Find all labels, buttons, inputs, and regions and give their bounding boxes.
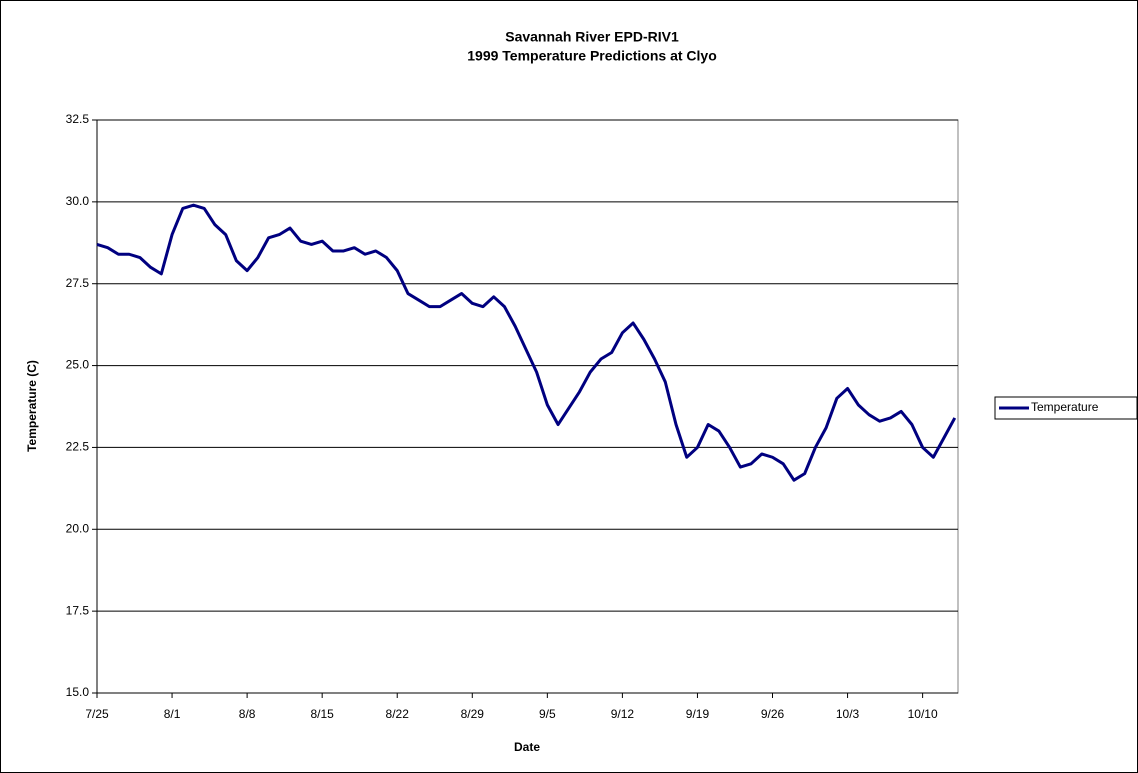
x-tick-label: 10/10 — [908, 707, 938, 721]
x-axis-label: Date — [514, 740, 540, 754]
x-tick-label: 9/19 — [686, 707, 710, 721]
y-tick-label: 25.0 — [66, 358, 90, 372]
y-tick-label: 15.0 — [66, 685, 90, 699]
x-tick-label: 8/29 — [461, 707, 485, 721]
y-tick-label: 22.5 — [66, 440, 90, 454]
x-tick-label: 10/3 — [836, 707, 860, 721]
x-tick-label: 8/15 — [310, 707, 334, 721]
x-tick-label: 9/26 — [761, 707, 785, 721]
x-tick-label: 8/1 — [164, 707, 181, 721]
plot-area — [96, 119, 959, 694]
data-line — [96, 203, 957, 482]
x-tick-label: 7/25 — [85, 707, 109, 721]
y-tick-label: 30.0 — [66, 194, 90, 208]
x-tick-label: 8/8 — [239, 707, 256, 721]
y-tick-label: 27.5 — [66, 276, 90, 290]
chart-subtitle: 1999 Temperature Predictions at Clyo — [467, 48, 717, 64]
x-tick-label: 9/5 — [539, 707, 556, 721]
y-tick-label: 32.5 — [66, 112, 90, 126]
y-tick-label: 20.0 — [66, 521, 90, 535]
x-tick-label: 9/12 — [611, 707, 635, 721]
x-tick-label: 8/22 — [386, 707, 410, 721]
legend-label: Temperature — [1031, 400, 1099, 414]
chart-title: Savannah River EPD-RIV1 — [505, 29, 679, 45]
legend-box — [994, 396, 1138, 420]
y-tick-label: 17.5 — [66, 603, 90, 617]
y-axis-label: Temperature (C) — [25, 360, 39, 452]
